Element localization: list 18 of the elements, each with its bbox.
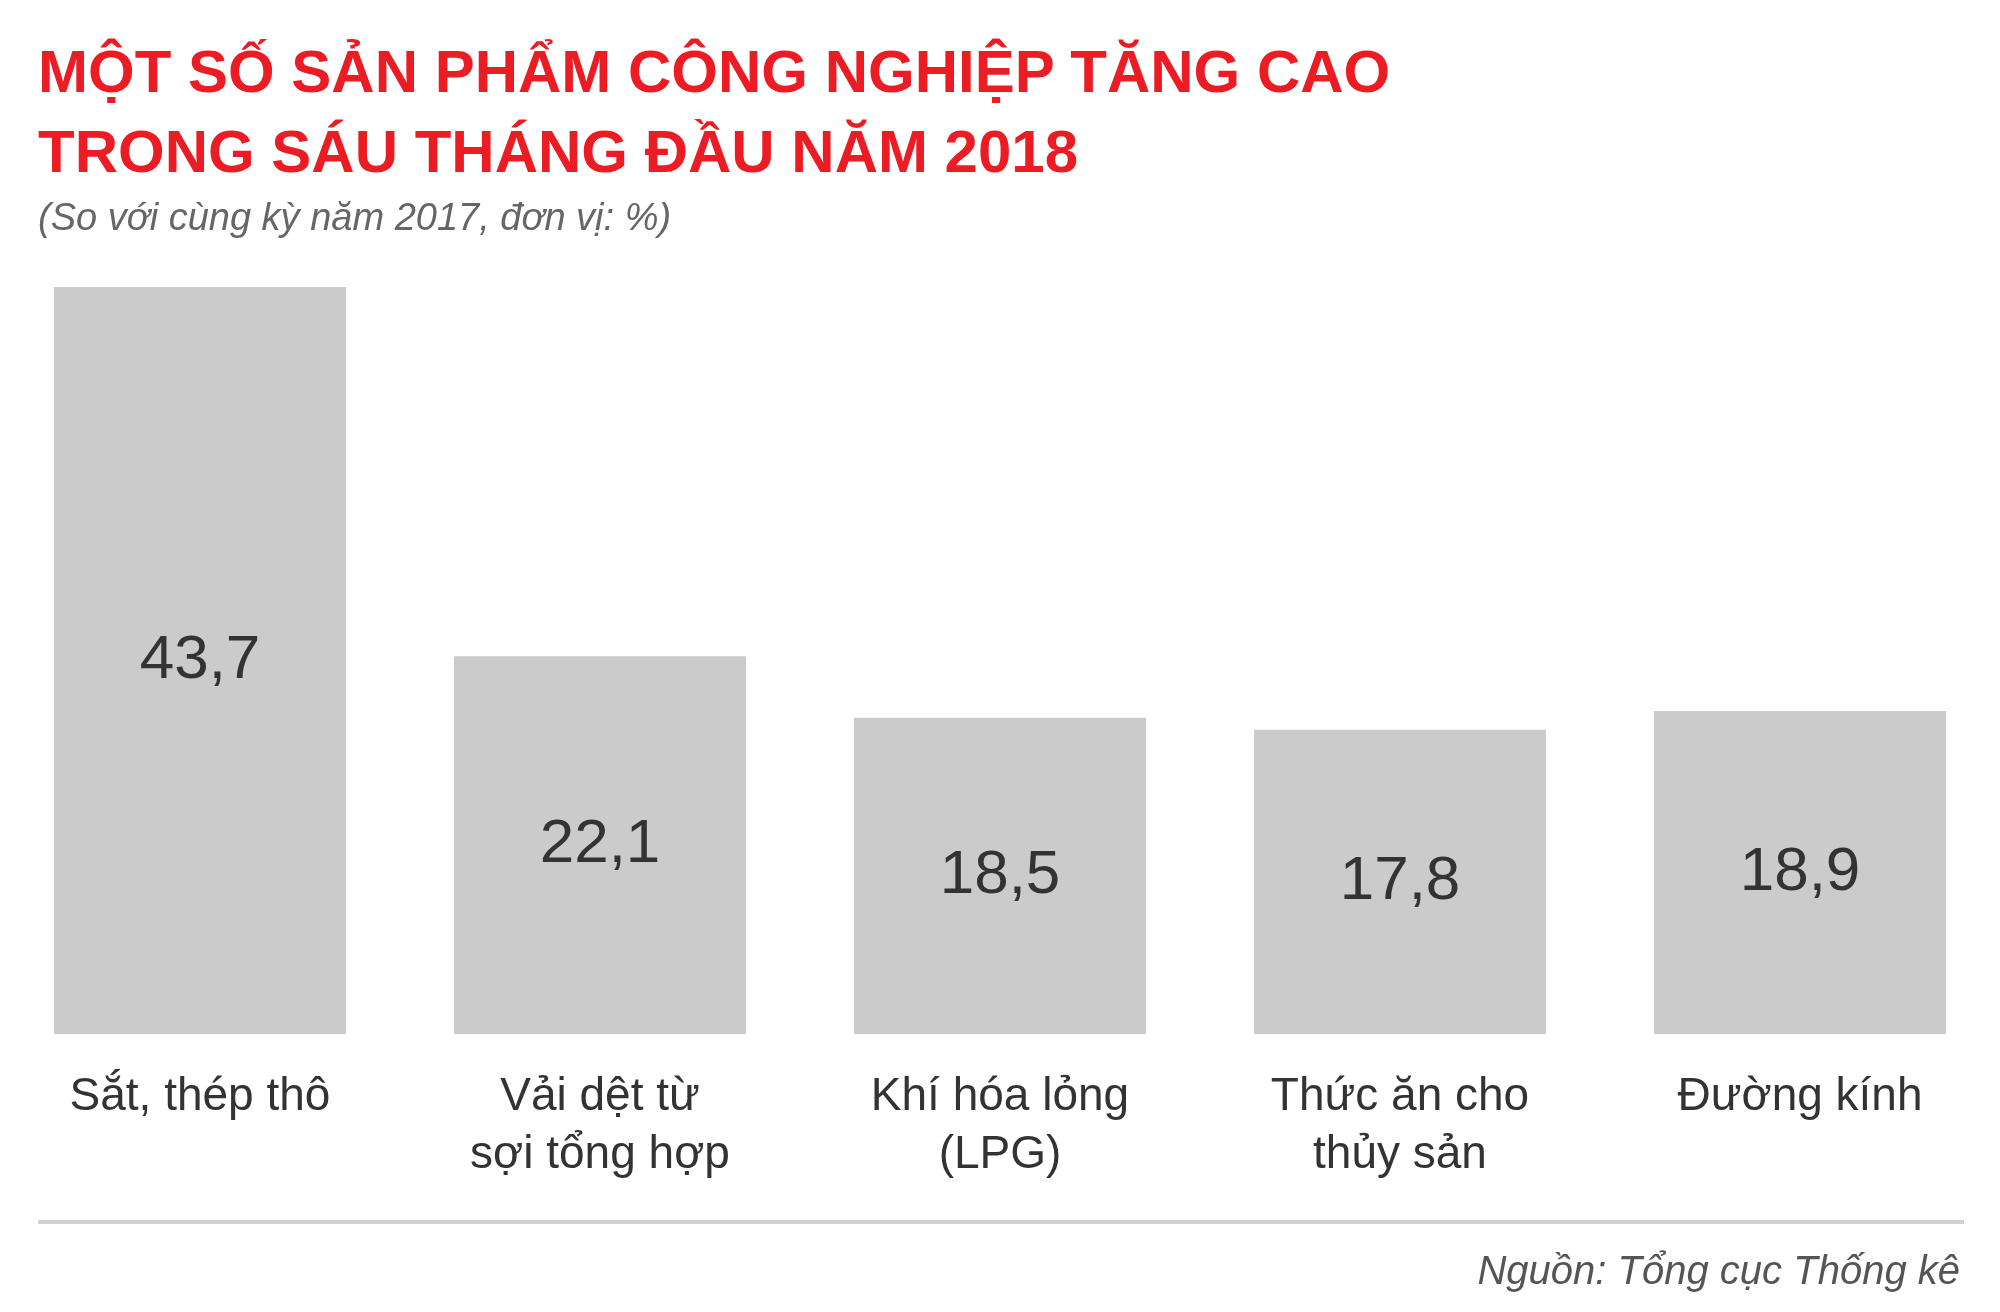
x-tick-label: Sắt, thép thô (69, 1067, 331, 1120)
x-tick-label: Vải dệt từ sợi tổng hợp (470, 1067, 730, 1178)
data-label: 22,1 (539, 806, 661, 876)
data-label: 18,9 (1739, 833, 1861, 903)
chart-title: MỘT SỐ SẢN PHẨM CÔNG NGHIỆP TĂNG CAO TRONG SÁU THÁNG ĐẦU NĂM 2018 (38, 38, 1391, 185)
data-label: 18,5 (939, 837, 1061, 907)
bar (54, 287, 346, 1035)
text: Nguồn: Tổng cục Thống kê (1477, 1248, 1960, 1293)
x-tick-label: Thức ăn cho thủy sản (1270, 1067, 1530, 1178)
bar (854, 717, 1146, 1035)
data-label: 17,8 (1339, 843, 1461, 913)
chart-subtitle: (So với cùng kỳ năm 2017, đơn vị: %) (38, 196, 672, 238)
data-label: 43,7 (139, 621, 261, 691)
bar (1654, 710, 1946, 1035)
bar (1254, 729, 1546, 1035)
bar (454, 656, 746, 1035)
x-tick-label: Đường kính (1677, 1067, 1923, 1120)
x-tick-label: Khí hóa lỏng (LPG) (870, 1067, 1130, 1178)
